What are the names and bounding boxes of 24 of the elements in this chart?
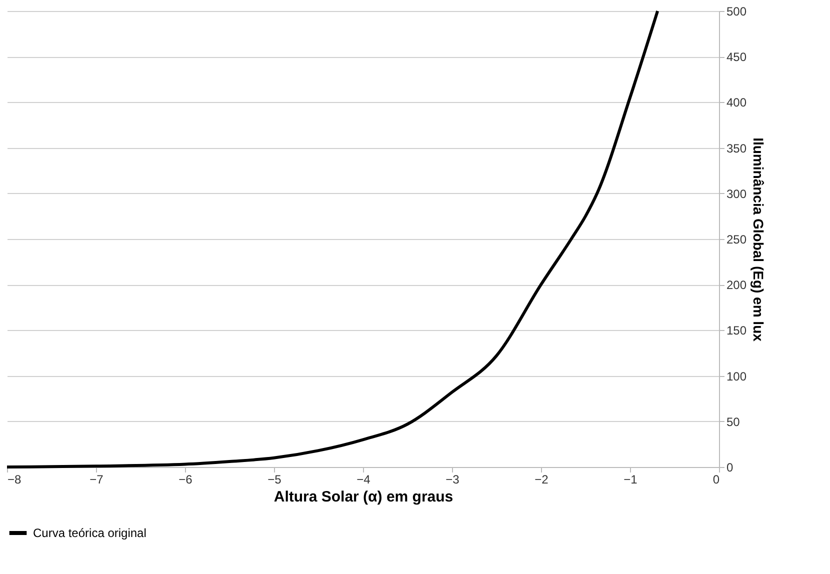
- y-tick-label: 250: [726, 232, 747, 246]
- x-tick-label: −1: [624, 472, 638, 486]
- y-tick-label: 100: [726, 369, 747, 384]
- x-tick-label: 0: [712, 472, 720, 486]
- y-tick-label: 50: [726, 414, 740, 429]
- x-tick-label: −8: [8, 472, 22, 486]
- y-tick-label: 350: [726, 141, 747, 156]
- x-tick-label: −4: [356, 472, 371, 486]
- x-tick-label: −2: [534, 472, 549, 486]
- y-tick-label: 400: [726, 96, 747, 110]
- x-tick-label: −3: [446, 472, 460, 486]
- y-tick-label: 450: [726, 50, 747, 64]
- x-tick-label: −5: [268, 472, 282, 486]
- line-series: [6, 10, 660, 468]
- x-axis-title: Altura Solar (α) em graus: [274, 488, 454, 506]
- y-axis-title: Iluminância Global (Eg) em lux: [750, 138, 767, 342]
- y-tick-label: 300: [726, 186, 747, 201]
- y-tick-label: 0: [726, 460, 734, 474]
- y-tick-label: 200: [726, 278, 747, 292]
- legend-label: Curva teórica original: [33, 526, 146, 540]
- x-tick-label: −6: [178, 472, 193, 486]
- y-tick-label: 500: [726, 4, 747, 18]
- y-tick-label: 150: [726, 324, 747, 338]
- x-tick-label: −7: [90, 472, 104, 486]
